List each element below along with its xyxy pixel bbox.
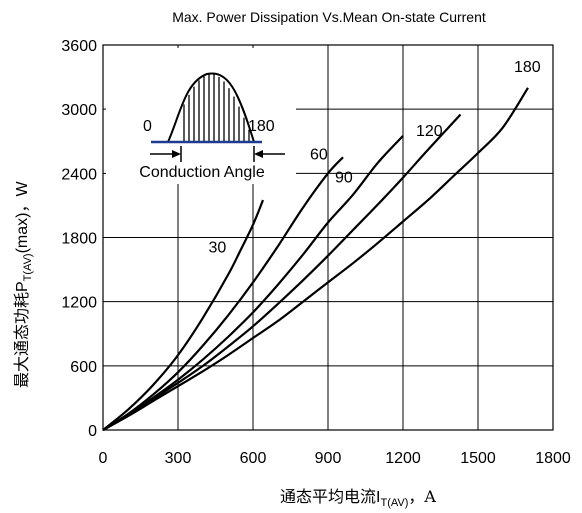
y-tick-label-600: 600: [70, 359, 97, 376]
plot-frame: [102, 44, 554, 431]
y-axis-label: 最大通态功耗PT(AV)(max)，W: [12, 181, 34, 388]
y-tick-label-1200: 1200: [61, 295, 97, 312]
inset-arrow-right-head: [254, 150, 263, 158]
curve-label-60: 60: [310, 146, 328, 163]
inset-label-end: 180: [248, 118, 275, 135]
x-tick-label-600: 600: [240, 450, 267, 467]
y-tick-label-3000: 3000: [61, 102, 97, 119]
x-axis-ticks: 0 300 600 900 1200 1500 1800: [99, 450, 571, 467]
x-tick-label-900: 900: [315, 450, 342, 467]
y-tick-label-1800: 1800: [61, 231, 97, 248]
curve-label-120: 120: [416, 123, 443, 140]
x-tick-label-1200: 1200: [385, 450, 421, 467]
x-tick-label-1500: 1500: [460, 450, 496, 467]
curve-label-90: 90: [335, 170, 353, 187]
curve-label-180: 180: [514, 59, 541, 76]
conduction-angle-inset: 0 180 Conduction Angle: [106, 48, 296, 184]
x-tick-label-300: 300: [165, 450, 192, 467]
half-sine-wave: [167, 72, 255, 143]
curves: [102, 87, 529, 431]
chart-title: Max. Power Dissipation Vs.Mean On-state …: [172, 9, 486, 25]
curve-labels: 30 60 90 120 180: [209, 59, 541, 257]
y-tick-label-0: 0: [88, 423, 97, 440]
x-tick-label-1800: 1800: [535, 450, 571, 467]
x-axis-label: 通态平均电流IT(AV)，A: [280, 487, 436, 509]
curve-30: [102, 199, 265, 431]
x-tick-label-0: 0: [99, 450, 108, 467]
y-tick-label-3600: 3600: [61, 38, 97, 55]
conduction-hatching: [183, 74, 250, 142]
curve-120: [102, 113, 462, 431]
y-tick-label-2400: 2400: [61, 166, 97, 183]
curve-180: [102, 87, 529, 431]
inset-label-start: 0: [143, 118, 152, 135]
curve-60: [102, 156, 344, 431]
curve-label-30: 30: [209, 239, 227, 256]
inset-background: [106, 48, 296, 184]
y-axis-ticks: 0 600 1200 1800 2400 3000 3600: [61, 38, 97, 440]
inset-arrow-left-head: [172, 150, 181, 158]
inset-caption: Conduction Angle: [139, 164, 265, 181]
